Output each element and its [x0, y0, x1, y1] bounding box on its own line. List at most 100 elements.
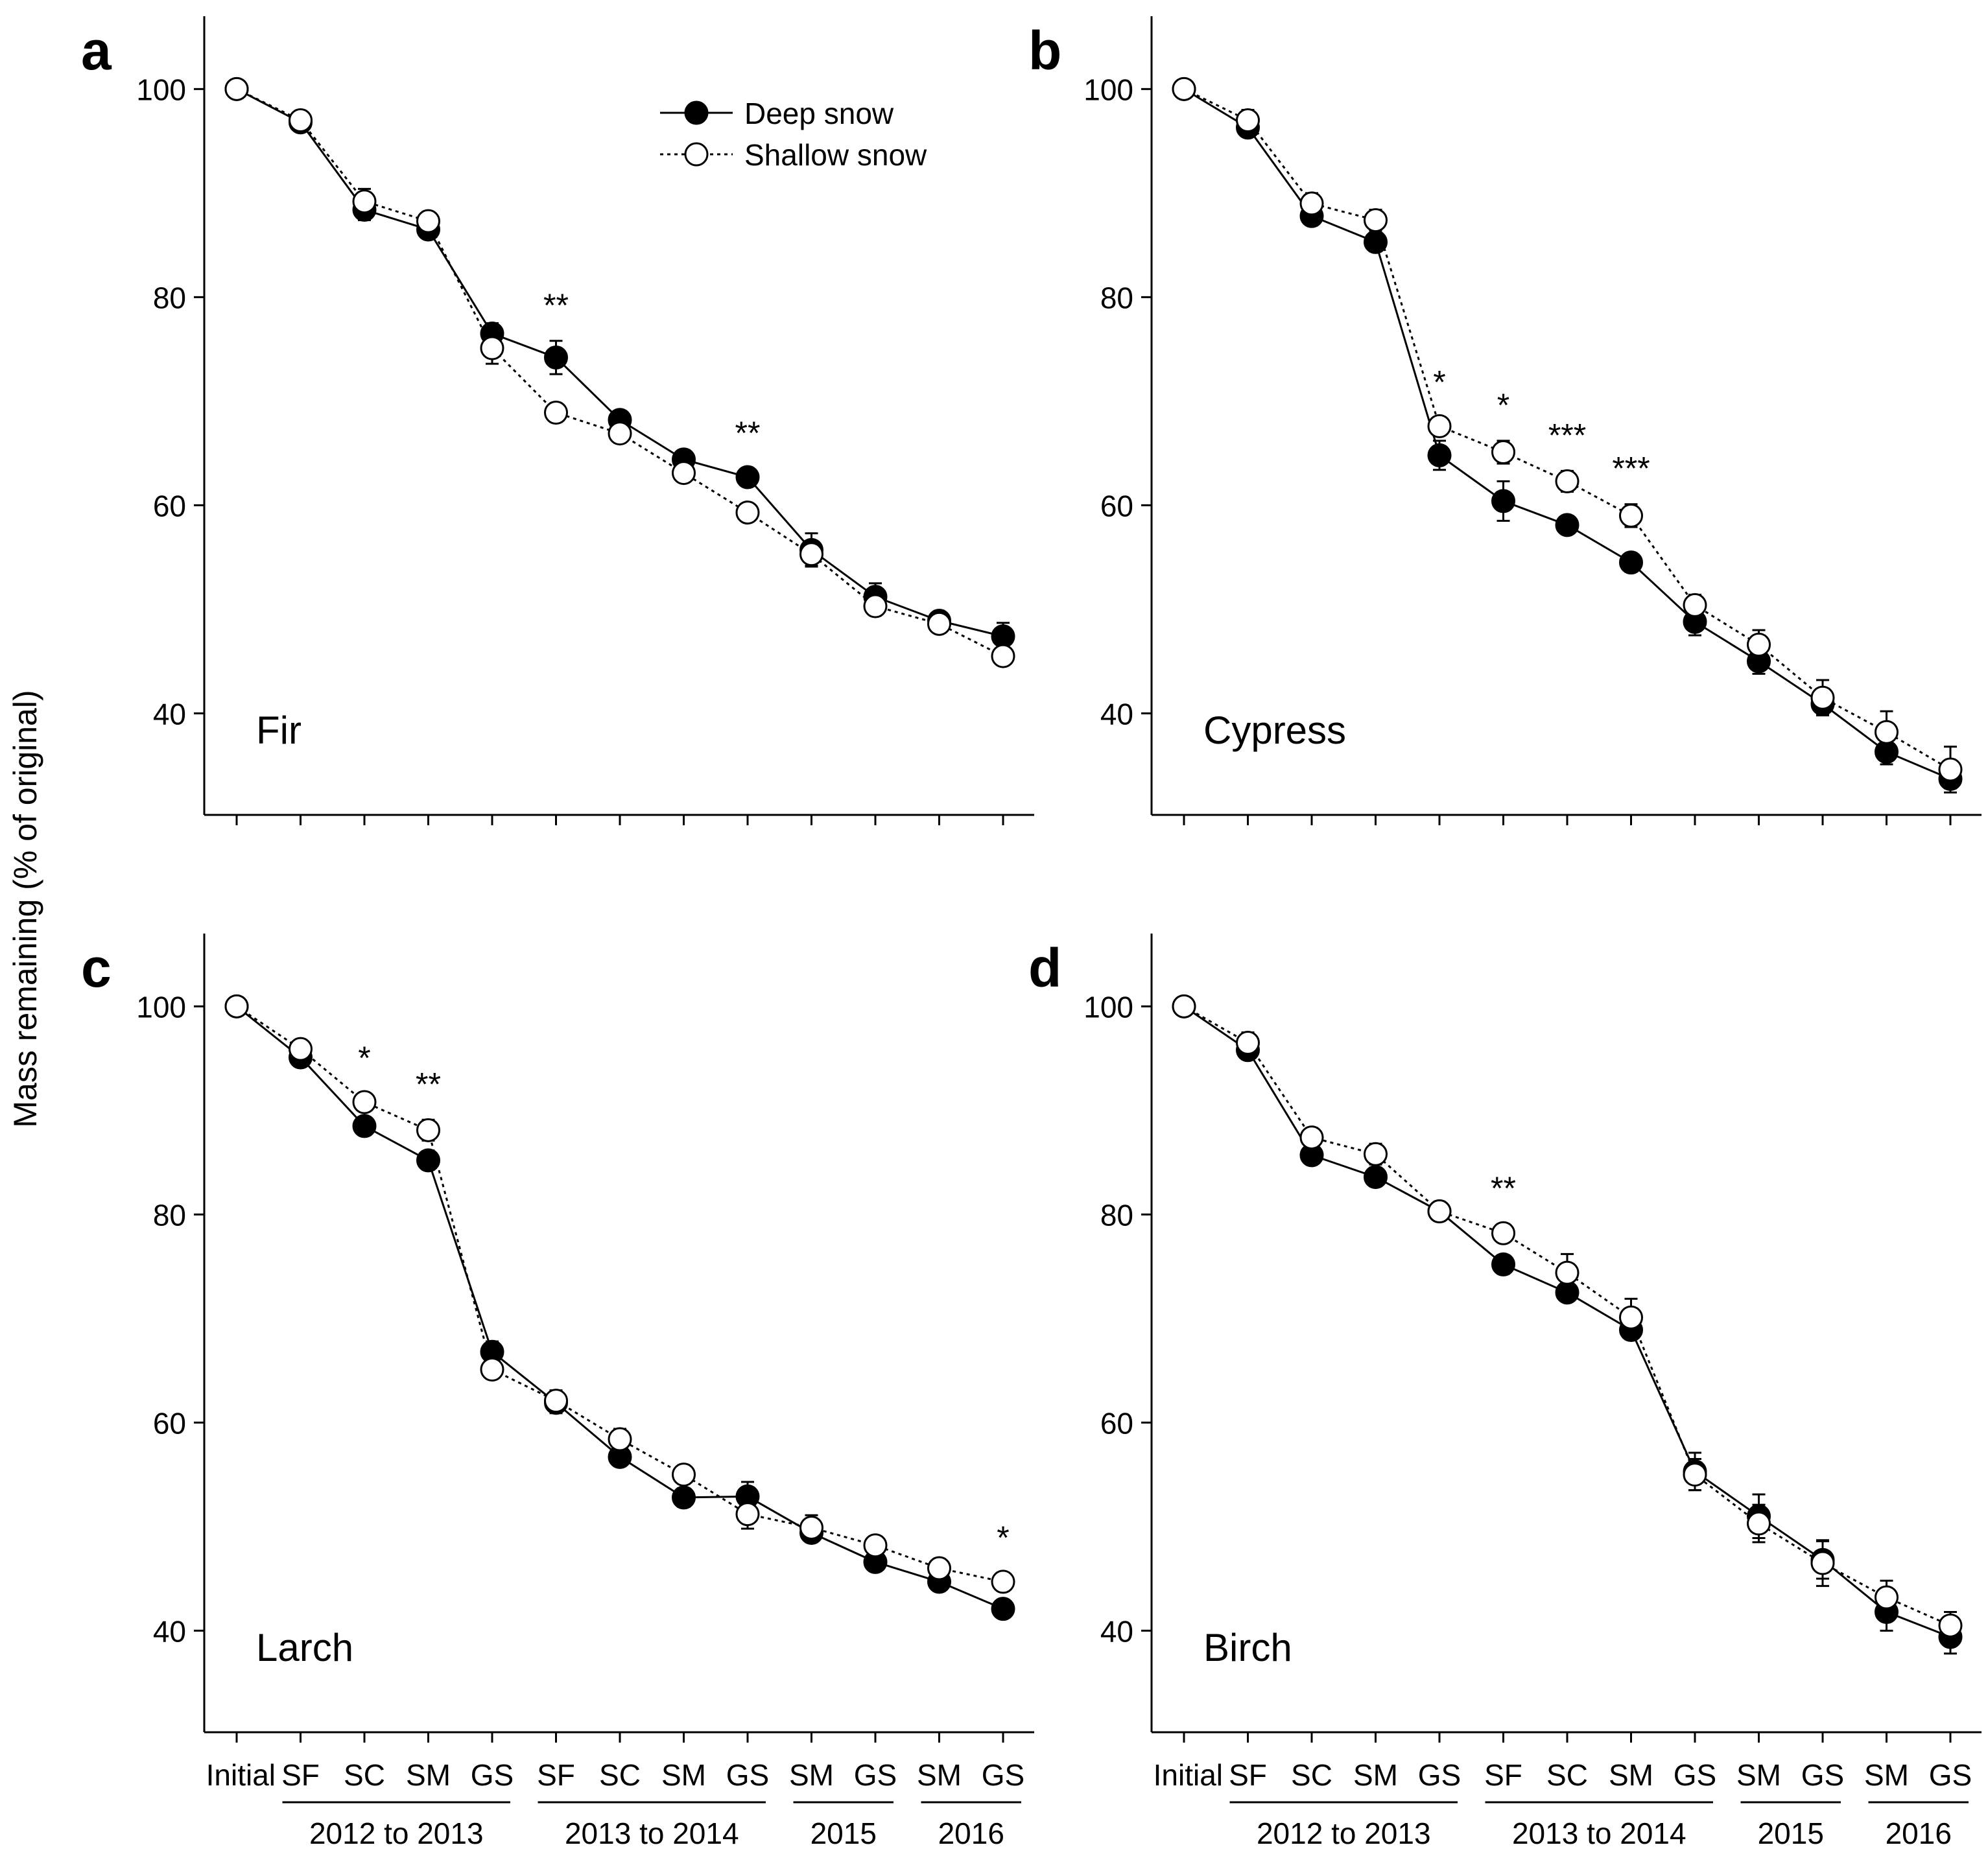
- legend-label-deep: Deep snow: [744, 97, 894, 130]
- x-tick-label: SM: [406, 1758, 451, 1792]
- data-point-shallow: [1364, 208, 1388, 233]
- data-point-shallow: [672, 1463, 696, 1487]
- x-tick-label: GS: [1801, 1758, 1844, 1792]
- x-tick-label: GS: [471, 1758, 514, 1792]
- legend-marker-shallow: [684, 142, 709, 167]
- panel-letter: d: [1028, 937, 1061, 998]
- x-tick-label: SM: [1353, 1758, 1398, 1792]
- data-point-shallow: [1299, 191, 1324, 216]
- y-tick-label: 60: [1100, 489, 1133, 523]
- data-point-shallow: [1236, 1031, 1260, 1055]
- data-point-deep: [1364, 1165, 1388, 1190]
- data-point-shallow: [1172, 76, 1196, 101]
- data-point-shallow: [1619, 1305, 1643, 1330]
- y-tick-label: 80: [1100, 1198, 1133, 1232]
- data-point-shallow: [1747, 632, 1771, 657]
- data-point-shallow: [1491, 1221, 1515, 1245]
- x-tick-label: SM: [1609, 1758, 1653, 1792]
- data-point-deep: [735, 465, 760, 489]
- data-point-shallow: [1427, 414, 1452, 438]
- x-tick-label: SC: [344, 1758, 385, 1792]
- panel-letter: a: [81, 20, 112, 81]
- data-point-deep: [1619, 550, 1643, 575]
- y-tick-label: 60: [153, 489, 186, 523]
- data-point-shallow: [544, 1389, 568, 1413]
- data-point-shallow: [1810, 685, 1835, 710]
- y-tick-label: 40: [153, 1614, 186, 1648]
- y-tick-label: 60: [1100, 1406, 1133, 1440]
- x-tick-label: SC: [1291, 1758, 1332, 1792]
- data-point-shallow: [1555, 1260, 1580, 1285]
- significance-mark: *: [1433, 364, 1445, 401]
- data-point-shallow: [1875, 720, 1899, 744]
- y-tick-label: 40: [1100, 1614, 1133, 1648]
- species-label: Fir: [256, 709, 302, 752]
- data-point-shallow: [735, 500, 760, 525]
- data-point-deep: [1491, 489, 1515, 513]
- data-point-shallow: [1555, 469, 1580, 493]
- significance-mark: *: [1497, 387, 1509, 423]
- year-group-label: 2012 to 2013: [309, 1817, 484, 1850]
- data-point-shallow: [1938, 757, 1963, 782]
- y-tick-label: 80: [1100, 281, 1133, 314]
- data-point-deep: [1364, 229, 1388, 254]
- y-tick-label: 40: [1100, 697, 1133, 731]
- x-tick-label: GS: [1418, 1758, 1461, 1792]
- data-point-deep: [416, 1148, 440, 1173]
- data-point-shallow: [416, 209, 440, 233]
- data-point-shallow: [1491, 440, 1515, 464]
- x-tick-label: SF: [1484, 1758, 1522, 1792]
- year-group-label: 2013 to 2014: [1512, 1817, 1686, 1850]
- x-tick-label: Initial: [206, 1758, 276, 1792]
- data-point-shallow: [799, 542, 823, 567]
- x-tick-label: SM: [661, 1758, 706, 1792]
- data-point-shallow: [1619, 503, 1643, 528]
- data-point-shallow: [544, 401, 568, 425]
- data-point-shallow: [1427, 1199, 1452, 1224]
- legend-marker-deep: [684, 100, 709, 125]
- data-point-shallow: [991, 1570, 1015, 1594]
- x-tick-label: Initial: [1154, 1758, 1223, 1792]
- y-tick-label: 100: [1083, 990, 1133, 1024]
- x-tick-label: SF: [537, 1758, 575, 1792]
- data-point-shallow: [1683, 593, 1707, 617]
- x-tick-label: SM: [1736, 1758, 1781, 1792]
- x-tick-label: SM: [789, 1758, 834, 1792]
- panel-a: 40 60 80 100 a Fir ** ** Deep snow Shallow snow: [81, 16, 1034, 825]
- y-tick-label: 80: [153, 1198, 186, 1232]
- significance-mark: *: [358, 1040, 370, 1076]
- data-point-shallow: [799, 1515, 823, 1540]
- year-group-label: 2015: [811, 1817, 877, 1850]
- significance-mark: ***: [1612, 451, 1650, 487]
- x-tick-label: SC: [599, 1758, 641, 1792]
- data-point-shallow: [1172, 994, 1196, 1018]
- y-axis-label: Mass remaining (% of original): [7, 690, 43, 1127]
- panel-letter: c: [81, 937, 112, 998]
- significance-mark: **: [416, 1066, 441, 1102]
- data-point-shallow: [416, 1118, 440, 1142]
- significance-mark: **: [1491, 1170, 1516, 1206]
- data-point-shallow: [1938, 1613, 1963, 1638]
- significance-mark: ***: [1548, 417, 1586, 453]
- data-point-shallow: [1810, 1551, 1835, 1575]
- year-group-label: 2015: [1758, 1817, 1824, 1850]
- data-point-shallow: [863, 594, 888, 618]
- legend-label-shallow: Shallow snow: [744, 138, 927, 172]
- y-tick-label: 100: [136, 73, 186, 106]
- data-point-shallow: [1236, 108, 1260, 132]
- data-point-shallow: [1683, 1463, 1707, 1487]
- species-label: Birch: [1203, 1626, 1292, 1669]
- y-tick-label: 60: [153, 1406, 186, 1440]
- x-tick-label: GS: [726, 1758, 769, 1792]
- data-point-deep: [672, 1485, 696, 1510]
- data-point-shallow: [352, 189, 377, 214]
- data-point-shallow: [1299, 1125, 1324, 1150]
- x-tick-label: SM: [1864, 1758, 1909, 1792]
- x-tick-label: GS: [854, 1758, 897, 1792]
- data-point-shallow: [608, 1427, 632, 1452]
- data-point-shallow: [927, 1556, 951, 1581]
- significance-mark: **: [735, 415, 761, 451]
